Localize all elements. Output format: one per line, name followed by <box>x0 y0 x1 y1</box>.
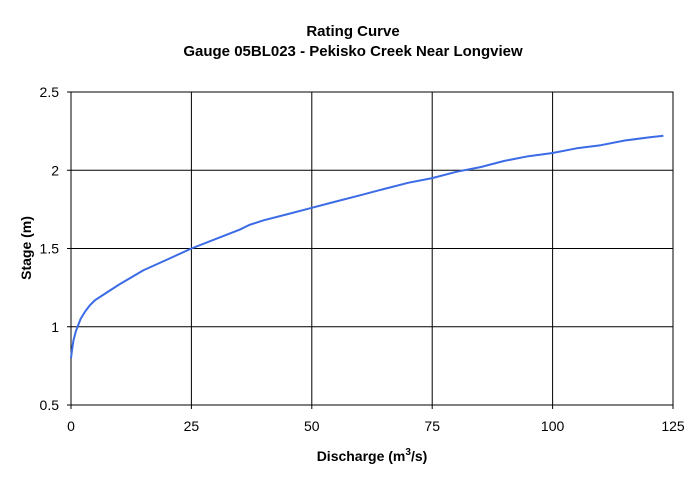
x-tick-label: 125 <box>661 418 685 434</box>
y-tick-label: 2 <box>51 162 59 178</box>
x-tick-label: 100 <box>541 418 565 434</box>
x-axis-label-main: Discharge (m <box>317 448 406 464</box>
chart-title: Rating Curve <box>306 23 399 40</box>
x-axis-label-superscript: 3 <box>405 447 411 458</box>
y-tick-label: 1.5 <box>40 241 60 257</box>
y-axis-label: Stage (m) <box>18 216 34 280</box>
x-axis-ticks: 0 25 50 75 100 125 <box>67 418 685 434</box>
series-group <box>70 134 664 359</box>
rating-curve-line <box>70 134 664 359</box>
y-tick-label: 1 <box>51 319 59 335</box>
x-tick-label: 25 <box>184 418 200 434</box>
chart-subtitle: Gauge 05BL023 - Pekisko Creek Near Longv… <box>183 43 523 60</box>
y-tick-label: 0.5 <box>40 397 60 413</box>
y-tick-label: 2.5 <box>40 84 60 100</box>
x-tick-label: 50 <box>304 418 320 434</box>
y-axis-ticks: 0.5 1 1.5 2 2.5 <box>40 84 60 413</box>
x-axis-label: Discharge (m3/s) <box>317 447 428 464</box>
x-tick-label: 75 <box>424 418 440 434</box>
x-axis-label-tail: /s) <box>411 448 427 464</box>
x-tick-label: 0 <box>67 418 75 434</box>
